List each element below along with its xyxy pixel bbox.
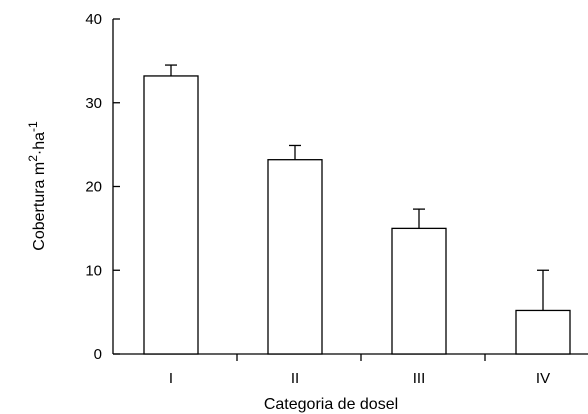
x-tick-label-I: I — [169, 370, 173, 387]
error-bars — [165, 64, 549, 311]
y-axis-label-mid: ·ha — [31, 132, 48, 155]
y-axis-label-base: Cobertura m — [31, 162, 48, 251]
x-tick-label-III: III — [413, 370, 426, 387]
bar-IV — [515, 309, 571, 355]
bar-II — [267, 159, 323, 355]
bars — [143, 75, 571, 355]
x-tick-label-II: II — [291, 370, 299, 387]
x-axis: I II III IV — [113, 353, 588, 387]
y-tick-label: 10 — [85, 262, 102, 279]
bar-III — [391, 227, 447, 355]
y-axis: 0 10 20 30 40 — [85, 11, 120, 363]
y-tick-label: 40 — [85, 11, 102, 28]
y-tick-label: 30 — [85, 95, 102, 112]
y-tick-label: 0 — [94, 346, 102, 363]
bar-I — [143, 75, 199, 355]
x-tick-label-IV: IV — [536, 370, 550, 387]
y-tick-label: 20 — [85, 179, 102, 196]
y-axis-label: Cobertura m2·ha-1 — [26, 121, 48, 251]
x-axis-label: Categoria de dosel — [264, 396, 398, 413]
y-axis-label-sup2: -1 — [26, 121, 40, 132]
y-axis-label-sup1: 2 — [26, 155, 40, 162]
